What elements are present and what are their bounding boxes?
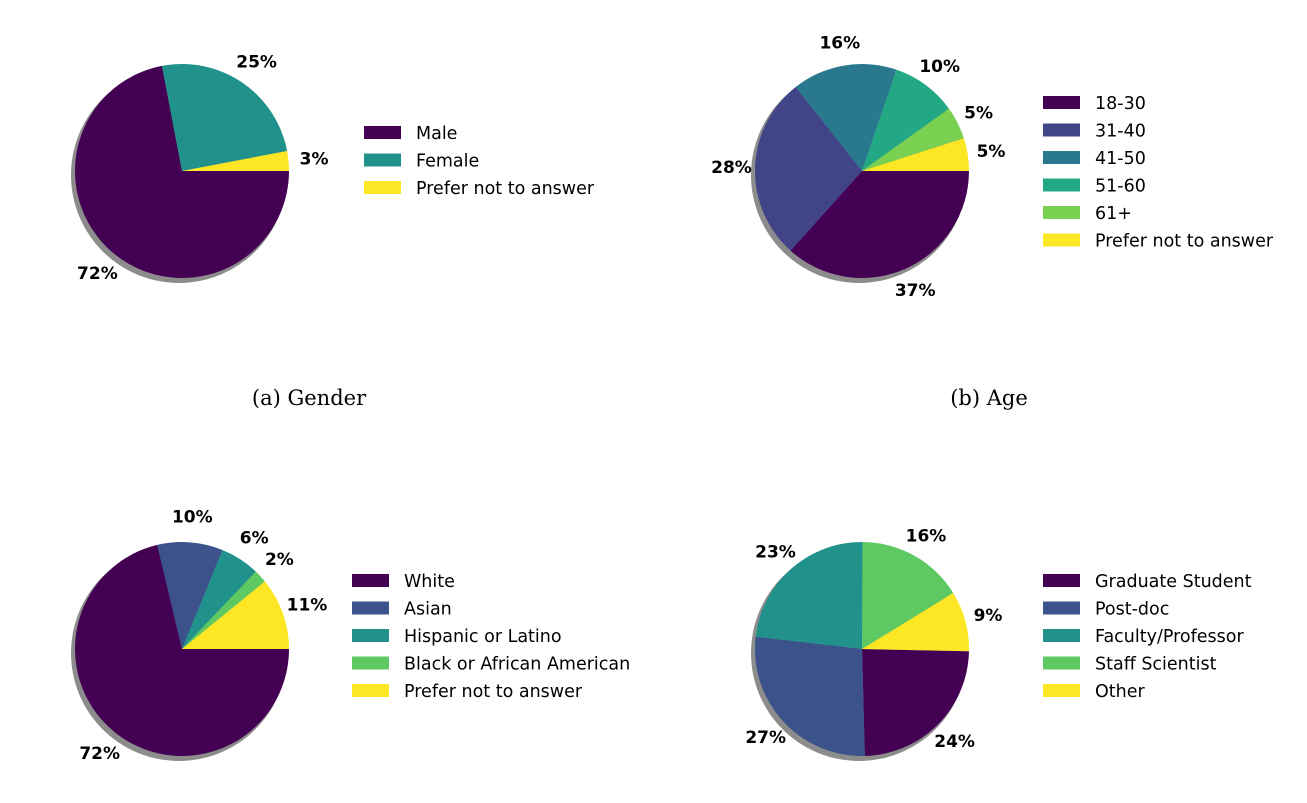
age-legend-label: 51-60 [1095, 177, 1146, 197]
gender-legend-swatch [364, 181, 401, 194]
gender-caption: (a) Gender [252, 386, 367, 410]
position-slice-staff-scientist [862, 542, 954, 649]
age-percent-label: 5% [964, 103, 993, 123]
position-legend-label: Graduate Student [1095, 572, 1252, 592]
chart-ethnicity: 72% 10% 6%2% 11% White Asian Hispanic or Lati… [71, 508, 630, 764]
gender-percent-labels: 72% 25% 3% [77, 52, 328, 284]
ethnicity-legend: White Asian Hispanic or Latino Black or Afr… [352, 572, 630, 702]
ethnicity-percent-labels: 72% 10% 6%2% 11% [79, 508, 327, 764]
age-legend-label: 61+ [1095, 204, 1132, 224]
ethnicity-legend-label: Asian [404, 600, 452, 620]
age-legend-swatch [1043, 123, 1080, 137]
gender-pie [71, 64, 289, 283]
age-legend-swatch [1043, 206, 1080, 219]
ethnicity-percent-label: 11% [287, 596, 328, 616]
gender-slice-male [74, 65, 289, 279]
age-caption: (b) Age [950, 386, 1028, 410]
chart-age: 37% 28% 16% 10% 5% 5% 18-30 31-40 41-50 51-60 61+… [711, 33, 1274, 410]
age-percent-label: 37% [895, 281, 936, 301]
gender-legend-swatch [364, 153, 401, 167]
ethnicity-legend-label: Black or African American [404, 655, 630, 675]
age-legend: 18-30 31-40 41-50 51-60 61+ Prefer not to ans… [1043, 94, 1274, 252]
age-slice-prefer-not-to-answer [862, 138, 970, 171]
ethnicity-legend-label: Hispanic or Latino [404, 627, 562, 647]
age-legend-label: 18-30 [1095, 94, 1146, 114]
ethnicity-legend-swatch [352, 656, 389, 670]
position-legend-swatch [1043, 629, 1080, 642]
gender-slice-female [161, 64, 288, 171]
position-percent-label: 23% [755, 542, 796, 562]
ethnicity-pie [71, 542, 290, 761]
position-percent-label: 24% [934, 732, 975, 752]
age-legend-label: 31-40 [1095, 122, 1146, 142]
ethnicity-legend-label: White [404, 572, 455, 592]
ethnicity-legend-swatch [352, 574, 389, 587]
ethnicity-slice-asian [157, 542, 223, 649]
ethnicity-slice-prefer-not-to-answer [182, 581, 289, 649]
ethnicity-percent-label: 72% [79, 744, 120, 764]
position-legend-label: Faculty/Professor [1095, 627, 1245, 647]
position-slice-post-doc [754, 636, 865, 756]
age-legend-swatch [1043, 233, 1080, 247]
ethnicity-legend-label: Prefer not to answer [404, 682, 583, 702]
position-percent-label: 9% [974, 606, 1003, 626]
age-percent-labels: 37% 28% 16% 10% 5% 5% [711, 33, 1005, 301]
age-legend-swatch [1043, 96, 1080, 109]
gender-legend-label: Male [416, 124, 457, 144]
age-percent-label: 16% [819, 33, 860, 53]
position-legend: Graduate Student Post-doc Faculty/Professo… [1043, 572, 1252, 702]
gender-legend-label: Prefer not to answer [416, 179, 595, 199]
gender-legend-label: Female [416, 152, 479, 172]
age-percent-label: 5% [977, 142, 1006, 162]
age-legend-swatch [1043, 151, 1080, 164]
gender-percent-label: 3% [300, 150, 329, 170]
age-slice-41-50 [795, 64, 897, 171]
gender-legend-swatch [364, 126, 401, 139]
ethnicity-slice-black-or-african-american [182, 571, 265, 649]
position-legend-swatch [1043, 684, 1080, 697]
ethnicity-legend-swatch [352, 601, 389, 615]
position-slice-graduate-student [862, 649, 969, 756]
position-legend-swatch [1043, 601, 1080, 615]
chart-position: 24% 27% 23% 16% 9% Graduate Student Post-doc F… [745, 526, 1252, 761]
position-legend-swatch [1043, 574, 1080, 587]
position-slice-faculty-professor [755, 541, 863, 649]
position-legend-swatch [1043, 656, 1080, 670]
gender-legend: Male Female Prefer not to answer [364, 124, 595, 199]
age-legend-label: Prefer not to answer [1095, 232, 1274, 252]
position-percent-labels: 24% 27% 23% 16% 9% [745, 526, 1002, 752]
gender-slice-prefer-not-to-answer [182, 150, 289, 171]
position-percent-label: 27% [745, 728, 786, 748]
age-slice-61- [862, 108, 964, 171]
age-legend-label: 41-50 [1095, 149, 1146, 169]
ethnicity-slice-white [74, 544, 290, 757]
age-percent-label: 10% [919, 57, 960, 77]
age-slice-51-60 [862, 69, 949, 171]
age-slice-31-40 [755, 87, 862, 251]
ethnicity-legend-swatch [352, 629, 389, 642]
position-slice-other [862, 593, 970, 652]
position-pie [751, 541, 970, 761]
gender-percent-label: 25% [236, 52, 277, 72]
position-legend-label: Other [1095, 682, 1145, 702]
ethnicity-percent-label: 2% [265, 550, 294, 570]
ethnicity-percent-label: 10% [172, 508, 213, 528]
gender-percent-label: 72% [77, 264, 118, 284]
age-pie [751, 64, 970, 283]
age-percent-label: 28% [711, 158, 752, 178]
ethnicity-slice-hispanic-or-latino [182, 549, 256, 649]
age-slice-18-30 [790, 171, 969, 278]
position-legend-label: Post-doc [1095, 600, 1169, 620]
age-legend-swatch [1043, 178, 1080, 192]
position-percent-label: 16% [906, 526, 947, 546]
ethnicity-percent-label: 6% [240, 529, 269, 549]
ethnicity-legend-swatch [352, 684, 389, 697]
position-legend-label: Staff Scientist [1095, 655, 1217, 675]
